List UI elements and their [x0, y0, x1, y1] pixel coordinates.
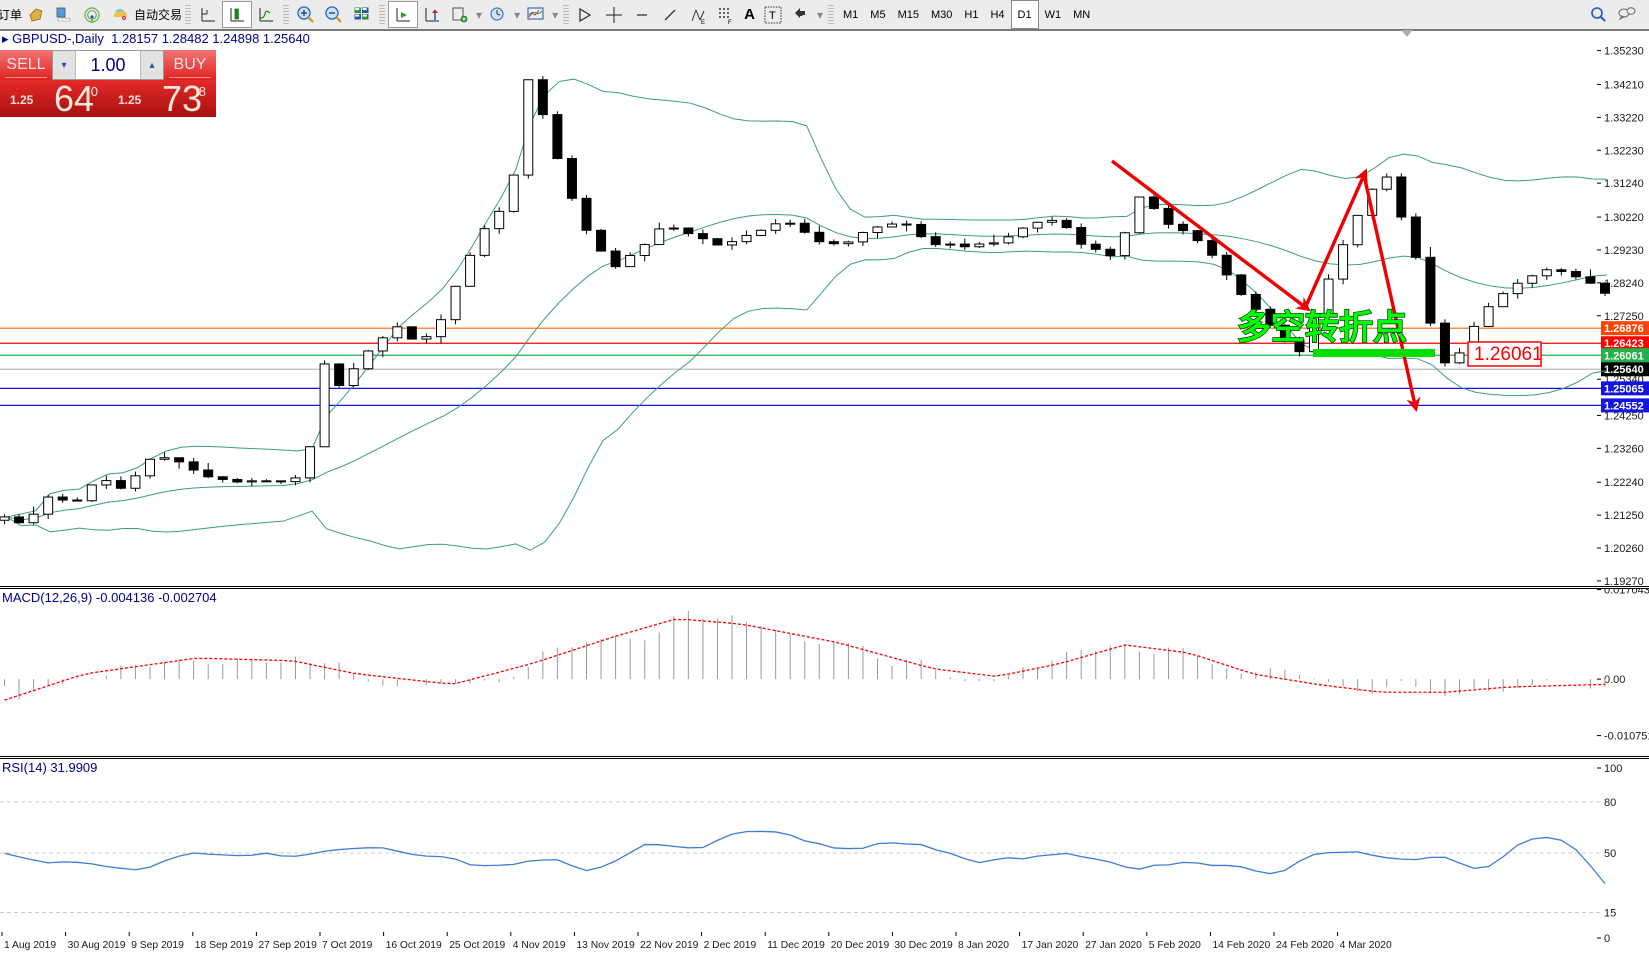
svg-text:1.26061: 1.26061	[1604, 350, 1644, 362]
svg-text:30 Dec 2019: 30 Dec 2019	[894, 940, 953, 951]
svg-text:1.22240: 1.22240	[1604, 477, 1644, 489]
svg-text:1.25640: 1.25640	[1604, 364, 1644, 376]
svg-text:30 Aug 2019: 30 Aug 2019	[68, 940, 126, 951]
svg-text:T: T	[769, 10, 776, 22]
svg-text:22 Nov 2019: 22 Nov 2019	[640, 940, 699, 951]
svg-text:0.00: 0.00	[1604, 674, 1625, 686]
svg-text:1.29230: 1.29230	[1604, 245, 1644, 257]
svg-text:25 Oct 2019: 25 Oct 2019	[449, 940, 505, 951]
svg-text:8 Jan 2020: 8 Jan 2020	[958, 940, 1009, 951]
svg-text:-0.010751: -0.010751	[1604, 731, 1649, 743]
svg-text:1.26876: 1.26876	[1604, 323, 1644, 335]
svg-text:4 Mar 2020: 4 Mar 2020	[1340, 940, 1392, 951]
svg-text:多空转折点: 多空转折点	[1237, 309, 1407, 347]
svg-text:18 Sep 2019: 18 Sep 2019	[195, 940, 254, 951]
svg-text:1 Aug 2019: 1 Aug 2019	[4, 940, 56, 951]
svg-text:1.33220: 1.33220	[1604, 112, 1644, 124]
svg-text:24 Feb 2020: 24 Feb 2020	[1276, 940, 1334, 951]
svg-text:27 Sep 2019: 27 Sep 2019	[258, 940, 317, 951]
svg-text:50: 50	[1604, 848, 1616, 860]
svg-text:1.30220: 1.30220	[1604, 212, 1644, 224]
svg-text:15: 15	[1604, 908, 1616, 920]
svg-text:2 Dec 2019: 2 Dec 2019	[704, 940, 757, 951]
svg-text:9 Sep 2019: 9 Sep 2019	[131, 940, 184, 951]
svg-text:1.31240: 1.31240	[1604, 178, 1644, 190]
svg-text:1.21250: 1.21250	[1604, 510, 1644, 522]
svg-text:0: 0	[1604, 933, 1610, 945]
svg-text:20 Dec 2019: 20 Dec 2019	[831, 940, 890, 951]
svg-text:5 Feb 2020: 5 Feb 2020	[1149, 940, 1201, 951]
svg-text:1.23260: 1.23260	[1604, 443, 1644, 455]
svg-text:1.32230: 1.32230	[1604, 145, 1644, 157]
svg-text:1.27250: 1.27250	[1604, 311, 1644, 323]
svg-text:11 Dec 2019: 11 Dec 2019	[767, 940, 825, 951]
svg-text:0.017043: 0.017043	[1604, 589, 1649, 597]
svg-text:13 Nov 2019: 13 Nov 2019	[576, 940, 635, 951]
svg-text:14 Feb 2020: 14 Feb 2020	[1212, 940, 1270, 951]
svg-text:1.26061: 1.26061	[1474, 344, 1543, 365]
svg-text:16 Oct 2019: 16 Oct 2019	[386, 940, 442, 951]
svg-text:100: 100	[1604, 763, 1622, 775]
svg-text:1.20260: 1.20260	[1604, 543, 1644, 555]
svg-text:1.35230: 1.35230	[1604, 46, 1644, 58]
svg-text:80: 80	[1604, 797, 1616, 809]
svg-text:1.25065: 1.25065	[1604, 383, 1644, 395]
svg-text:1.24552: 1.24552	[1604, 400, 1644, 412]
svg-text:F: F	[728, 20, 732, 25]
svg-text:4 Nov 2019: 4 Nov 2019	[513, 940, 566, 951]
svg-text:7 Oct 2019: 7 Oct 2019	[322, 940, 373, 951]
svg-text:27 Jan 2020: 27 Jan 2020	[1085, 940, 1142, 951]
svg-text:E: E	[701, 20, 705, 25]
svg-text:17 Jan 2020: 17 Jan 2020	[1022, 940, 1079, 951]
svg-text:1.34210: 1.34210	[1604, 79, 1644, 91]
